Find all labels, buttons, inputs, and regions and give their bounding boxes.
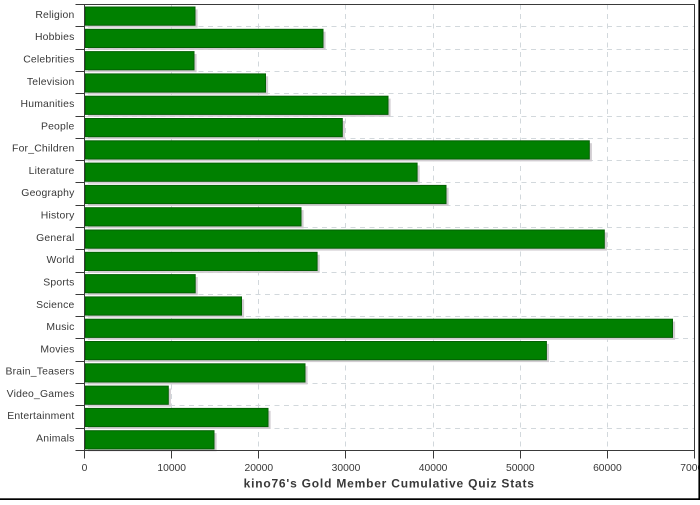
svg-text:Music: Music — [46, 322, 74, 333]
svg-text:kino76's Gold Member Cumulativ: kino76's Gold Member Cumulative Quiz Sta… — [244, 477, 535, 491]
svg-text:50000: 50000 — [506, 463, 535, 474]
svg-text:Television: Television — [27, 77, 75, 88]
svg-text:70000: 70000 — [680, 463, 700, 474]
svg-text:Hobbies: Hobbies — [35, 32, 75, 43]
svg-text:Celebrities: Celebrities — [23, 55, 74, 66]
svg-text:30000: 30000 — [332, 463, 361, 474]
svg-text:Sports: Sports — [43, 277, 74, 288]
svg-text:People: People — [41, 121, 75, 132]
svg-text:0: 0 — [82, 463, 88, 474]
svg-text:20000: 20000 — [244, 463, 273, 474]
svg-text:Literature: Literature — [29, 166, 75, 177]
svg-text:History: History — [41, 211, 75, 222]
svg-text:Movies: Movies — [40, 344, 74, 355]
svg-text:40000: 40000 — [419, 463, 448, 474]
svg-text:Animals: Animals — [36, 434, 74, 445]
svg-text:Science: Science — [36, 300, 74, 311]
svg-text:Humanities: Humanities — [21, 99, 75, 110]
svg-text:Brain_Teasers: Brain_Teasers — [5, 367, 74, 378]
svg-text:60000: 60000 — [593, 463, 622, 474]
svg-text:Religion: Religion — [35, 10, 74, 21]
svg-text:10000: 10000 — [157, 463, 186, 474]
svg-text:General: General — [36, 233, 74, 244]
svg-text:Geography: Geography — [21, 188, 75, 199]
svg-text:Entertainment: Entertainment — [7, 411, 74, 422]
svg-text:Video_Games: Video_Games — [7, 389, 75, 400]
svg-text:World: World — [47, 255, 75, 266]
svg-text:For_Children: For_Children — [12, 144, 74, 155]
